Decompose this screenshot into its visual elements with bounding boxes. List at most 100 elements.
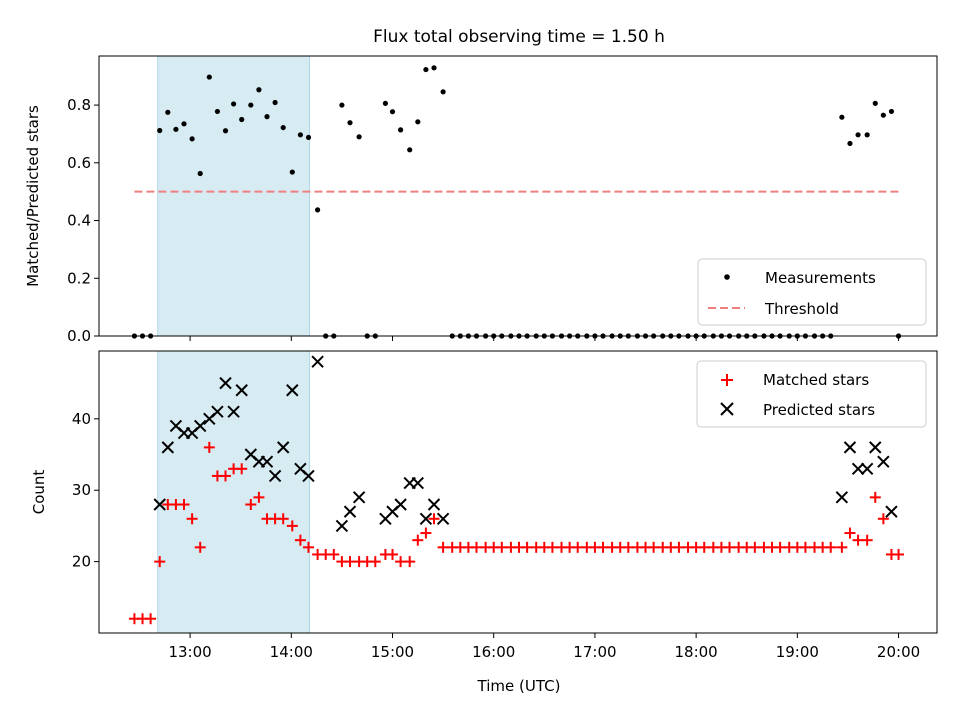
predicted-star-point <box>153 498 166 511</box>
count-y-ticks: 20 30 40 <box>72 410 99 571</box>
predicted-star-point <box>352 491 366 504</box>
predicted-star-point <box>219 376 232 390</box>
predicted-star-point <box>268 469 282 483</box>
predicted-star-point <box>860 462 874 476</box>
legend-predicted-label: Predicted stars <box>763 401 875 419</box>
matched-star-point <box>877 513 889 525</box>
matched-star-point <box>277 513 289 525</box>
predicted-star-point <box>227 405 240 418</box>
measurement-point <box>264 114 270 120</box>
matched-star-point <box>253 491 265 503</box>
matched-star-point <box>245 498 257 510</box>
measurement-point <box>389 109 396 115</box>
matched-star-point <box>861 534 873 546</box>
matched-star-point <box>286 520 298 532</box>
predicted-star-point <box>869 441 882 454</box>
measurement-point <box>872 100 878 106</box>
ratio-y-tick-label: 0.4 <box>67 212 91 230</box>
measurement-point <box>206 74 212 80</box>
count-x-tick-label: 18:00 <box>675 643 718 661</box>
predicted-star-point <box>851 462 865 476</box>
predicted-star-point <box>835 491 849 504</box>
predicted-star-point <box>286 384 299 397</box>
matched-star-point <box>428 513 440 525</box>
predicted-star-point <box>394 498 407 511</box>
predicted-star-point <box>235 384 248 397</box>
predicted-star-point <box>161 441 175 454</box>
matched-star-point <box>303 541 314 553</box>
legend-predicted-marker <box>720 402 734 416</box>
predicted-star-point <box>194 419 207 433</box>
measurement-point <box>339 102 345 108</box>
predicted-star-point <box>276 441 290 454</box>
measurement-point <box>888 108 895 115</box>
matched-star-point <box>220 470 232 482</box>
measurement-point <box>197 170 203 177</box>
matched-star-point <box>387 548 399 560</box>
predicted-star-point <box>343 505 357 518</box>
ratio-legend: Measurements Threshold <box>697 258 927 326</box>
matched-star-point <box>145 613 157 625</box>
measurement-point <box>157 127 163 134</box>
ratio-y-tick-label: 0.0 <box>67 327 91 345</box>
predicted-star-point <box>260 455 274 468</box>
matched-star-point <box>369 556 381 568</box>
count-y-axis-label: Count <box>30 470 48 515</box>
measurement-point <box>839 114 845 120</box>
ratio-y-ticks: 0.0 0.2 0.4 0.6 0.8 <box>67 96 99 345</box>
legend-measurements-label: Measurements <box>765 269 876 287</box>
measurement-points <box>131 65 902 339</box>
ratio-y-axis-label: Matched/Predicted stars <box>24 105 42 287</box>
matched-star-point <box>194 541 206 553</box>
ratio-y-tick-label: 0.8 <box>67 96 91 114</box>
matched-star-point <box>836 541 848 553</box>
measurement-point <box>256 87 262 93</box>
measurement-point <box>280 124 286 131</box>
measurement-point <box>181 121 187 127</box>
predicted-star-point <box>211 405 224 418</box>
count-panel: 20 30 40 13:00 14:00 15:00 16:00 17:00 18:00 19:… <box>30 350 938 695</box>
count-x-tick-label: 19:00 <box>776 643 819 661</box>
matched-star-point <box>236 463 248 475</box>
legend-matched-marker <box>721 374 733 386</box>
matched-star-point <box>186 513 198 525</box>
measurement-point <box>431 65 437 71</box>
predicted-star-point <box>885 505 898 518</box>
matched-star-point <box>328 548 340 560</box>
measurement-point <box>165 109 171 115</box>
measurement-point <box>239 116 245 123</box>
matched-star-point <box>869 491 881 503</box>
legend-measurements-marker <box>724 274 730 280</box>
predicted-star-point <box>411 476 425 490</box>
measurement-point <box>189 136 195 142</box>
count-x-tick-label: 15:00 <box>371 643 414 661</box>
predicted-star-point <box>335 519 349 533</box>
matched-star-point <box>404 556 416 568</box>
matched-star-point <box>294 534 306 546</box>
measurement-point <box>415 119 421 125</box>
matched-star-point <box>893 548 905 560</box>
legend-matched-label: Matched stars <box>763 371 869 389</box>
count-x-tick-label: 14:00 <box>270 643 313 661</box>
measurement-point <box>297 132 304 138</box>
ratio-x-ticks <box>189 336 900 341</box>
matched-star-point <box>844 527 856 539</box>
matched-star-point <box>412 534 424 546</box>
count-x-tick-label: 16:00 <box>472 643 515 661</box>
count-x-tick-label: 20:00 <box>877 643 920 661</box>
ratio-legend-box <box>697 258 927 326</box>
measurement-point <box>231 101 237 107</box>
predicted-star-point <box>436 512 450 525</box>
count-y-tick-label: 20 <box>72 553 91 571</box>
measurement-point <box>397 127 404 133</box>
ratio-y-tick-label: 0.2 <box>67 269 91 287</box>
matched-star-point <box>154 556 166 568</box>
measurement-point <box>214 108 221 115</box>
count-panel-frame <box>98 350 938 634</box>
predicted-star-point <box>311 355 324 368</box>
measurement-point <box>315 207 321 213</box>
predicted-star-point <box>302 469 315 483</box>
predicted-star-point <box>419 512 433 525</box>
measurement-point <box>864 132 870 138</box>
